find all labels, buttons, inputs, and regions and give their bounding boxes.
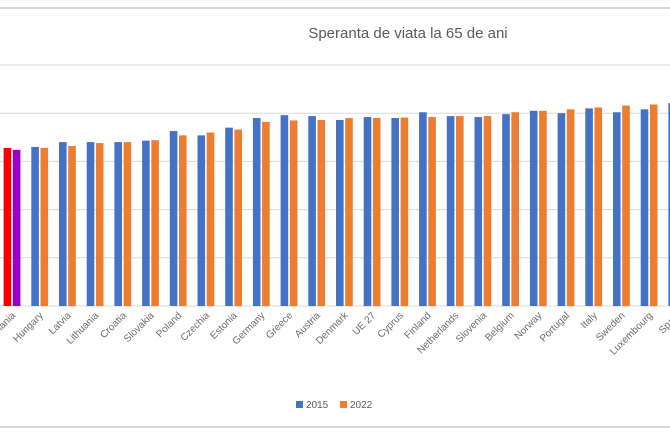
bar-sweden-2015 <box>613 112 621 307</box>
legend: 2015 2022 <box>296 400 373 411</box>
bar-lithuania-2015 <box>86 142 95 306</box>
x-tick-label: Slovenia <box>454 310 489 345</box>
x-tick-label: Belgium <box>483 310 516 343</box>
legend-label-2015: 2015 <box>306 400 329 411</box>
bar-romania-2015 <box>3 147 12 306</box>
bar-slovenia-2022 <box>483 116 492 306</box>
bar-ue-27-2022 <box>372 118 381 307</box>
bar-greece-2022 <box>289 120 298 307</box>
bar-romania-2022 <box>12 149 21 306</box>
bar-belgium-2022 <box>511 112 519 307</box>
bar-luxembourg-2015 <box>640 109 649 307</box>
bar-latvia-2022 <box>68 145 76 306</box>
bar-latvia-2015 <box>59 142 67 306</box>
bar-austria-2015 <box>308 116 316 306</box>
legend-label-2022: 2022 <box>350 400 373 411</box>
x-tick-label: Hungary <box>11 310 46 345</box>
bar-croatia-2022 <box>123 142 132 306</box>
bar-spain-2015 <box>668 103 670 306</box>
bar-lithuania-2022 <box>95 143 104 306</box>
bar-italy-2015 <box>585 108 593 306</box>
x-tick-label: Czechia <box>179 310 213 344</box>
bottom-divider <box>0 426 670 428</box>
bar-norway-2022 <box>539 110 547 306</box>
x-tick-label: Portugal <box>538 310 572 344</box>
bar-estonia-2015 <box>225 127 233 306</box>
bar-cyprus-2022 <box>400 117 409 307</box>
bar-denmark-2015 <box>336 119 344 306</box>
bar-poland-2015 <box>169 131 178 306</box>
bar-estonia-2022 <box>234 129 242 306</box>
chart-title: Speranta de viata la 65 de ani <box>308 25 507 42</box>
bar-czechia-2015 <box>197 135 206 306</box>
bar-hungary-2015 <box>31 146 39 306</box>
bar-germany-2022 <box>262 121 270 306</box>
bar-italy-2022 <box>594 107 603 306</box>
bar-poland-2022 <box>179 135 187 306</box>
bar-sweden-2022 <box>622 105 630 306</box>
legend-swatch-2015 <box>296 401 303 408</box>
bar-czechia-2022 <box>206 132 215 306</box>
bar-greece-2015 <box>280 115 289 307</box>
bar-portugal-2015 <box>557 113 566 306</box>
bar-croatia-2015 <box>114 142 122 306</box>
x-tick-label: Slovakia <box>122 310 157 345</box>
bar-hungary-2022 <box>40 147 49 306</box>
bar-germany-2015 <box>252 118 261 307</box>
bar-slovakia-2015 <box>142 140 150 306</box>
bar-slovakia-2022 <box>151 140 159 306</box>
bar-luxembourg-2022 <box>649 104 658 306</box>
bar-cyprus-2015 <box>391 118 399 307</box>
bar-finland-2022 <box>428 117 436 306</box>
bar-denmark-2022 <box>345 118 353 307</box>
x-tick-label: Greece <box>264 310 295 341</box>
x-tick-label: UE 27 <box>351 310 379 338</box>
x-tick-label: Spain <box>657 310 670 336</box>
top-divider <box>0 7 670 9</box>
legend-swatch-2022 <box>340 401 347 408</box>
bar-portugal-2022 <box>566 109 575 307</box>
bar-finland-2015 <box>419 112 427 307</box>
bar-slovenia-2015 <box>474 117 483 306</box>
bar-norway-2015 <box>529 110 538 306</box>
bar-netherlands-2022 <box>456 116 464 306</box>
x-tick-label: Italy <box>579 310 600 331</box>
bar-austria-2022 <box>317 119 326 306</box>
bar-netherlands-2015 <box>446 116 455 306</box>
bar-ue-27-2015 <box>363 117 372 306</box>
x-tick-label: Cyprus <box>376 310 406 340</box>
bar-belgium-2015 <box>502 114 510 306</box>
